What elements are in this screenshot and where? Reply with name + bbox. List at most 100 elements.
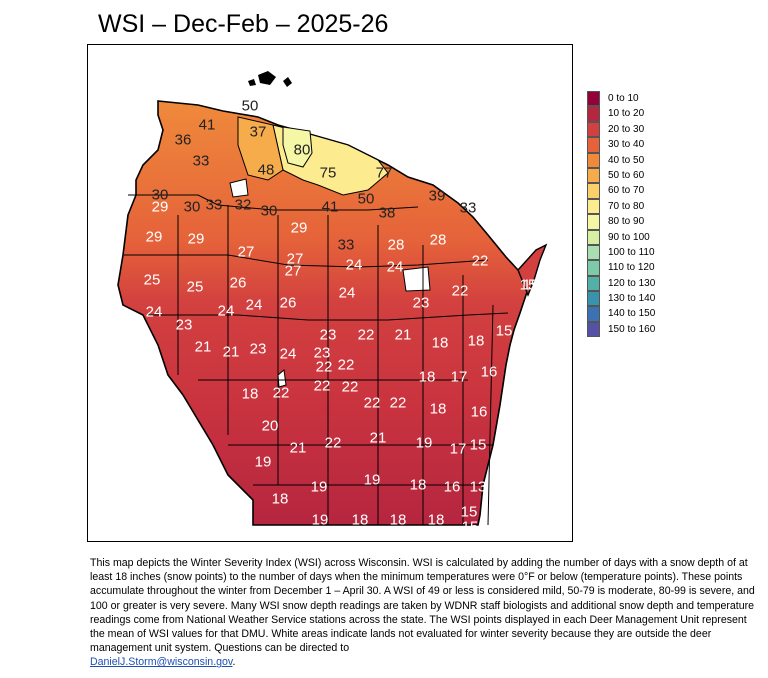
- dmu-value-label: 19: [312, 512, 329, 529]
- dmu-value-label: 32: [235, 197, 252, 214]
- dmu-value-label: 30: [261, 203, 278, 220]
- legend-swatch: [587, 137, 600, 153]
- dmu-value-label: 26: [280, 295, 297, 312]
- contact-email-link[interactable]: DanielJ.Storm@wisconsin.gov: [90, 656, 233, 669]
- dmu-value-label: 25: [144, 272, 161, 289]
- dmu-value-label: 38: [379, 205, 396, 222]
- dmu-value-label: 18: [432, 335, 449, 352]
- legend-swatch: [587, 214, 600, 230]
- legend-label: 10 to 20: [608, 108, 645, 120]
- dmu-value-label: 22: [364, 395, 381, 412]
- dmu-value-label: 21: [395, 327, 412, 344]
- legend-swatch: [587, 244, 600, 261]
- dmu-value-label: 24: [339, 285, 356, 302]
- dmu-value-label: 19: [416, 435, 433, 452]
- dmu-value-label: 23: [176, 317, 193, 334]
- map-frame: 50 41 37 36 33 48 80 75 77 50 39 33 30 29 30 33 32 30 29 41…: [87, 44, 573, 542]
- dmu-value-label: 39: [429, 188, 446, 205]
- legend-swatch: [587, 167, 600, 184]
- dmu-value-label: 37: [250, 124, 267, 141]
- dmu-value-label: 22: [342, 379, 359, 396]
- dmu-value-label: 22: [338, 357, 355, 374]
- dmu-value-label: 18: [468, 333, 485, 350]
- dmu-value-label: 21: [290, 440, 307, 457]
- dmu-value-label: 33: [193, 153, 210, 170]
- dmu-value-label: 24: [346, 257, 363, 274]
- dmu-value-label: 50: [242, 98, 259, 115]
- dmu-value-label: 19: [255, 454, 272, 471]
- dmu-value-label: 15: [461, 504, 478, 521]
- legend-label: 50 to 60: [608, 169, 645, 181]
- dmu-value-label: 29: [291, 220, 308, 237]
- legend-swatch: [587, 321, 600, 338]
- legend-swatch: [587, 306, 600, 322]
- dmu-value-label: 22: [325, 435, 342, 452]
- dmu-value-label: 27: [285, 263, 302, 280]
- dmu-value-label: 33: [206, 197, 223, 214]
- legend-swatch: [587, 229, 600, 245]
- legend-swatch: [587, 106, 600, 122]
- dmu-value-label: 21: [195, 339, 212, 356]
- caption-tail: .: [232, 656, 236, 669]
- dmu-value-label: 21: [370, 430, 387, 447]
- dmu-value-label: 22: [314, 378, 331, 395]
- dmu-value-label: 33: [460, 200, 477, 217]
- dmu-value-label: 30: [152, 187, 169, 204]
- dmu-value-label: 30: [184, 199, 201, 216]
- legend-label: 80 to 90: [608, 216, 645, 228]
- dmu-value-label: 23: [250, 341, 267, 358]
- door-peninsula: [517, 243, 548, 297]
- dmu-value-label: 20: [262, 418, 279, 435]
- legend-label: 140 to 150: [608, 308, 656, 320]
- dmu-value-label: 77: [376, 165, 393, 182]
- dmu-value-label: 17: [450, 441, 467, 458]
- legend-label: 120 to 130: [608, 277, 656, 289]
- dmu-value-label: 41: [322, 199, 339, 216]
- dmu-value-label: 15: [470, 437, 487, 454]
- dmu-value-label: 22: [273, 385, 290, 402]
- dmu-value-label: 18: [419, 369, 436, 386]
- dmu-value-label: 24: [280, 346, 297, 363]
- legend-label: 30 to 40: [608, 139, 645, 151]
- legend-swatch: [587, 121, 600, 138]
- dmu-value-label: 22: [316, 359, 333, 376]
- dmu-value-label: 28: [388, 237, 405, 254]
- legend-swatch: [587, 275, 600, 292]
- legend-label: 110 to 120: [608, 262, 655, 274]
- dmu-value-label: 25: [187, 279, 204, 296]
- dmu-value-label: 22: [390, 395, 407, 412]
- dmu-value-label: 21: [223, 344, 240, 361]
- legend-label: 60 to 70: [608, 185, 645, 197]
- dmu-value-label: 18: [428, 512, 445, 529]
- dmu-value-label: 24: [246, 297, 263, 314]
- dmu-value-label: 33: [338, 237, 355, 254]
- dmu-value-label: 24: [146, 304, 163, 321]
- dmu-value-label: 19: [311, 479, 328, 496]
- dmu-value-label: 17: [451, 369, 468, 386]
- map-title: WSI – Dec-Feb – 2025-26: [98, 10, 389, 38]
- dmu-boundaries: [124, 194, 509, 526]
- dmu-value-label: 23: [413, 295, 430, 312]
- legend-swatch: [587, 152, 600, 168]
- legend-swatch: [587, 91, 600, 107]
- caption-text: This map depicts the Winter Severity Ind…: [90, 557, 755, 655]
- dmu-value-label: 50: [358, 191, 375, 208]
- dmu-value-label: 36: [175, 132, 192, 149]
- dmu-value-label: 29: [188, 231, 205, 248]
- dmu-value-label: 41: [199, 117, 216, 134]
- white-area-3: [277, 369, 287, 388]
- legend-label: 0 to 10: [608, 93, 639, 104]
- dmu-value-label: 18: [430, 401, 447, 418]
- legend-label: 130 to 140: [608, 293, 656, 305]
- north-moderate-zone-2: [237, 116, 284, 181]
- dmu-value-label: 18: [352, 512, 369, 529]
- dmu-value-label: 24: [218, 303, 235, 320]
- dmu-value-label: 16: [471, 404, 488, 421]
- dmu-value-label: 18: [390, 512, 407, 529]
- dmu-value-label: 75: [320, 165, 337, 182]
- dmu-value-label: 23: [314, 345, 331, 362]
- white-area-1: [229, 178, 249, 198]
- legend-swatch: [587, 260, 600, 276]
